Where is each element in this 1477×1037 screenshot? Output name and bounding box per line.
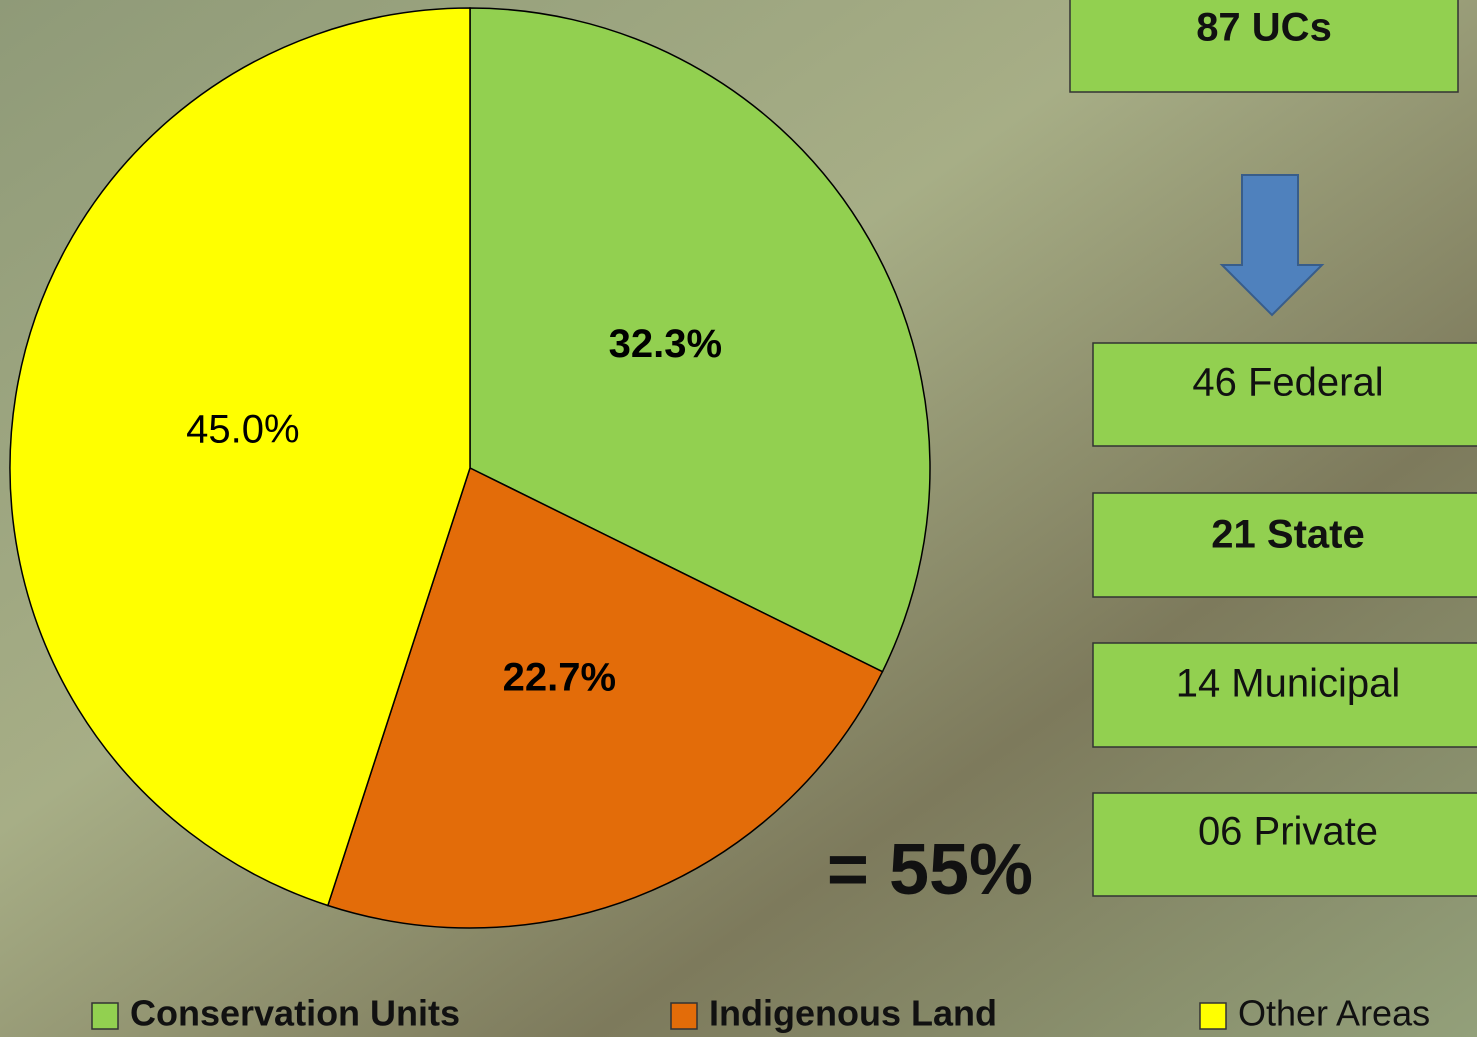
slice-label: 45.0%	[186, 408, 299, 452]
info-box-label: 87 UCs	[1196, 6, 1332, 50]
legend-label: Indigenous Land	[709, 993, 997, 1034]
annotation: = 55%	[827, 830, 1033, 910]
slice-label: 22.7%	[503, 655, 616, 699]
legend-label: Conservation Units	[130, 993, 460, 1034]
legend-swatch	[92, 1003, 118, 1029]
slice-label: 32.3%	[609, 322, 722, 366]
legend-swatch	[671, 1003, 697, 1029]
info-box-label: 06 Private	[1198, 810, 1378, 854]
info-box-label: 21 State	[1211, 513, 1364, 557]
info-box-label: 14 Municipal	[1176, 662, 1401, 706]
legend-label: Other Areas	[1238, 993, 1430, 1034]
page: = 55% 32.3% 22.7% 45.0% Conservation Units I…	[0, 0, 1477, 1037]
legend-swatch	[1200, 1003, 1226, 1029]
info-box-label: 46 Federal	[1192, 361, 1383, 405]
